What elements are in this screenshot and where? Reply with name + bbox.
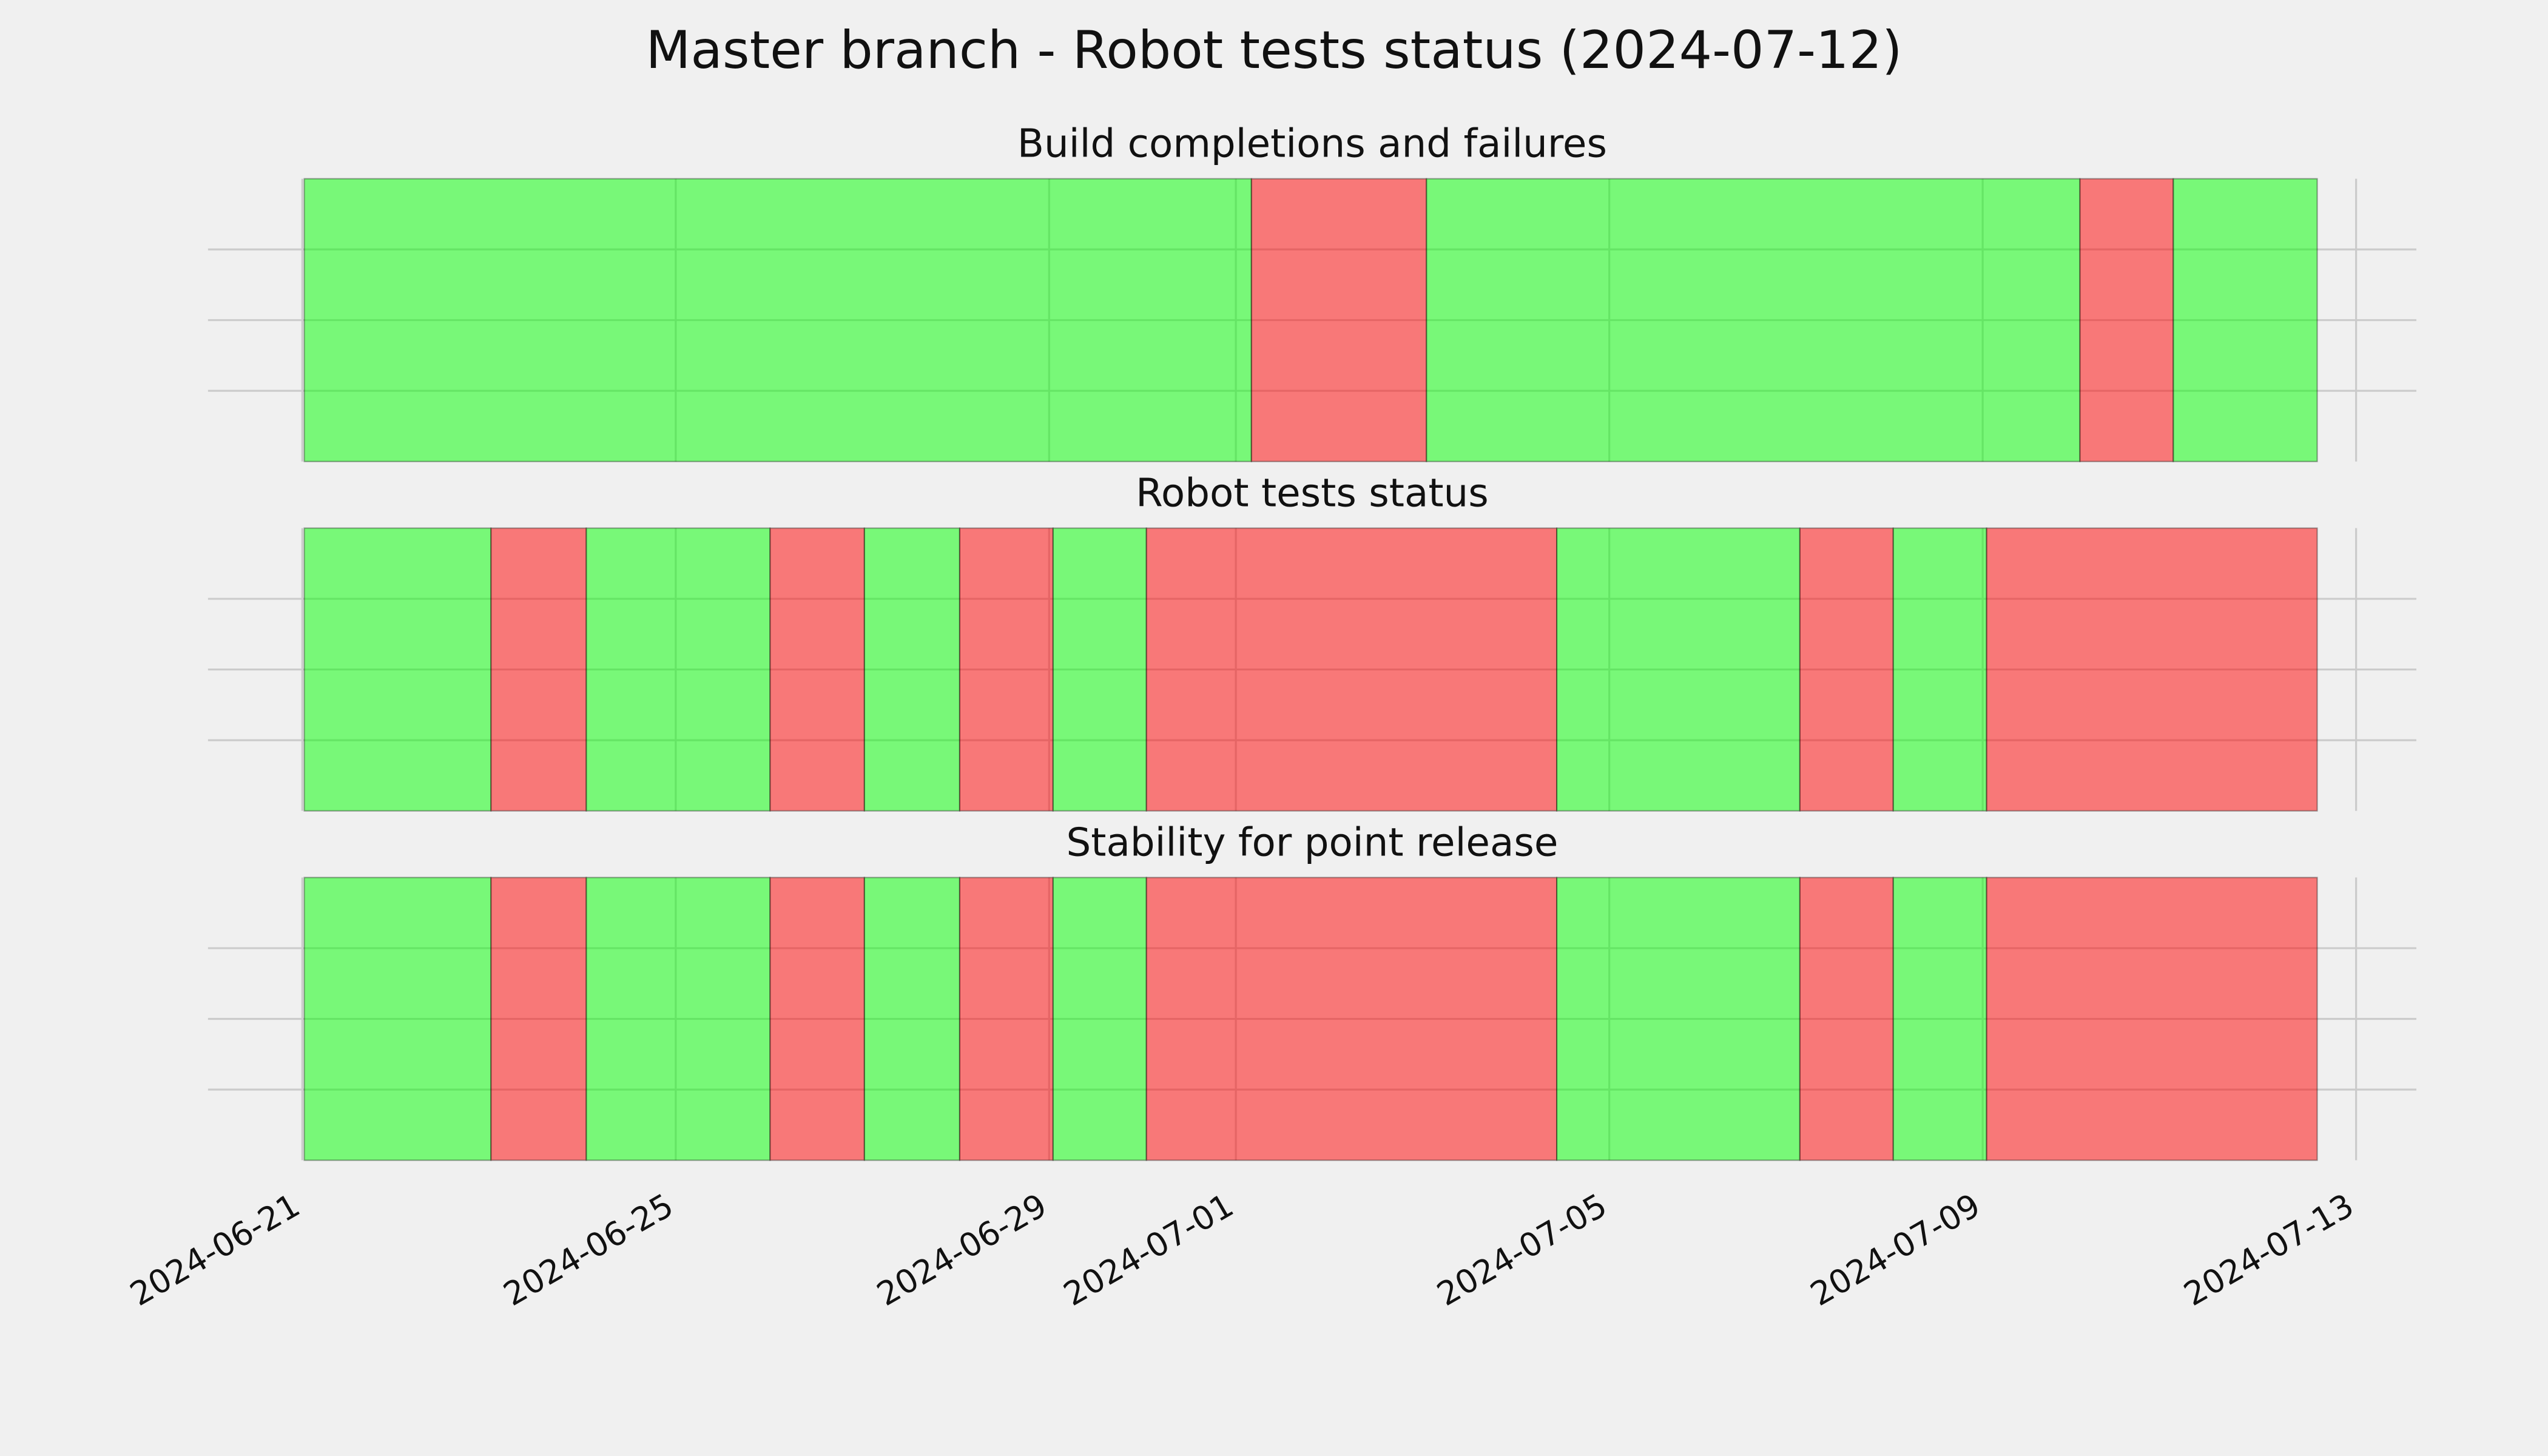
status-span [303,527,492,812]
status-span [1426,178,2081,462]
status-span [490,877,587,1161]
status-span [1892,877,1987,1161]
status-span [959,527,1054,812]
status-span [490,527,587,812]
status-span [1799,877,1894,1161]
status-span [1052,527,1147,812]
status-span [863,877,960,1161]
status-span [2172,178,2318,462]
status-span [1145,877,1558,1161]
status-span [585,527,771,812]
status-span [1556,877,1801,1161]
status-span [959,877,1054,1161]
status-span [1145,527,1558,812]
status-span [863,527,960,812]
status-span [303,877,492,1161]
status-span [1986,527,2318,812]
panel-title: Stability for point release [1067,820,1559,865]
status-span [303,178,1252,462]
status-span [1556,527,1801,812]
chart-title: Master branch - Robot tests status (2024… [645,20,1902,81]
status-span [2079,178,2174,462]
status-span [769,527,865,812]
status-span [1250,178,1427,462]
status-span [769,877,865,1161]
status-span [1052,877,1147,1161]
status-span [1892,527,1987,812]
status-span [585,877,771,1161]
status-span [1799,527,1894,812]
panel-title: Build completions and failures [1017,121,1607,167]
status-span [1986,877,2318,1161]
panel-title: Robot tests status [1136,471,1489,516]
